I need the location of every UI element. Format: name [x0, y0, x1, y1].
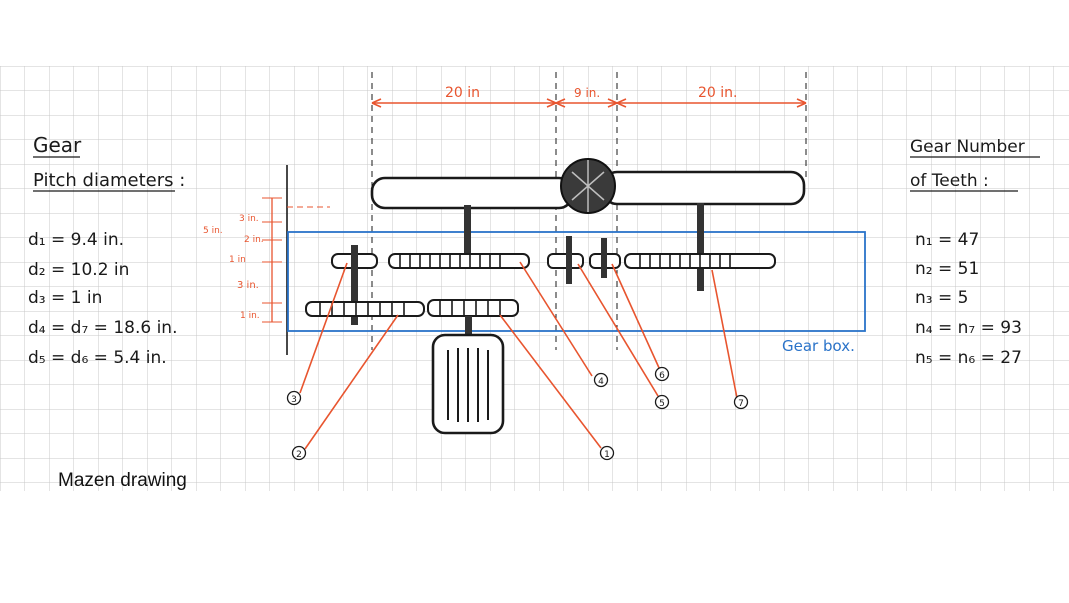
motor-shaft [465, 316, 472, 338]
callout-5: 5 [659, 399, 665, 409]
gear-2 [305, 301, 425, 317]
dim-label-1in-upper: 1 in [229, 255, 246, 265]
teeth-row-n1: n₁ = 47 [915, 230, 979, 250]
top-dimensions: 20 in 9 in. 20 in. [371, 72, 807, 350]
shaft-right-rotor [697, 203, 704, 291]
gearbox-label: Gear box. [782, 337, 855, 355]
shaft-gear-6 [601, 238, 607, 278]
callout-3: 3 [291, 395, 297, 405]
right-title-line1: Gear Number [910, 137, 1025, 157]
teeth-row-n2: n₂ = 51 [915, 259, 979, 279]
rotor-blade-right [602, 170, 806, 206]
dim-label-1in-lower: 1 in. [240, 311, 260, 321]
pitch-row-d5-d6: d₅ = d₆ = 5.4 in. [28, 348, 167, 368]
dim-label-3in-lower: 3 in. [237, 280, 259, 291]
graph-paper-grid [0, 66, 1069, 491]
gear-4 [388, 253, 530, 269]
side-dimensions: 3 in. 2 in. 5 in. 1 in 3 in. 1 in. [203, 165, 330, 355]
gearbox-outline [287, 231, 866, 332]
rotor-assembly [370, 158, 806, 291]
shaft-gear-3 [351, 245, 358, 325]
teeth-number-panel: Gear Number of Teeth : n₁ = 47 n₂ = 51 n… [910, 137, 1040, 368]
callouts: 3 2 4 6 5 7 1 [286, 366, 749, 461]
gear-5 [547, 253, 584, 269]
right-title-line2: of Teeth : [910, 171, 989, 191]
callout-4: 4 [598, 377, 604, 387]
gear-1 [427, 299, 519, 317]
teeth-row-n4-n7: n₄ = n₇ = 93 [915, 318, 1022, 338]
callout-leaders [299, 261, 738, 450]
pitch-row-d2: d₂ = 10.2 in [28, 260, 129, 280]
teeth-row-n3: n₃ = 5 [915, 288, 968, 308]
dim-label-9in: 9 in. [574, 86, 600, 100]
rotor-blade-left [370, 176, 574, 210]
teeth-row-n5-n6: n₅ = n₆ = 27 [915, 348, 1022, 368]
dim-label-3in-top: 3 in. [239, 214, 259, 224]
dim-label-2in: 2 in. [244, 235, 264, 245]
lower-gear-train [305, 299, 519, 338]
motor [431, 333, 505, 435]
dim-label-20in-left: 20 in [445, 85, 480, 101]
callout-7: 7 [738, 399, 744, 409]
callout-2: 2 [296, 450, 302, 460]
callout-6: 6 [659, 371, 665, 381]
pitch-row-d1: d₁ = 9.4 in. [28, 230, 124, 250]
dim-label-20in-right: 20 in. [698, 85, 737, 101]
callout-1: 1 [604, 450, 610, 460]
shaft-left-rotor [464, 205, 471, 260]
left-title-line1: Gear [33, 133, 82, 157]
pitch-row-d4-d7: d₄ = d₇ = 18.6 in. [28, 318, 177, 338]
shaft-gear-5 [566, 236, 572, 284]
pitch-row-d3: d₃ = 1 in [28, 288, 102, 308]
dim-label-5in: 5 in. [203, 226, 223, 236]
drawing-caption: Mazen drawing [58, 470, 187, 491]
upper-gear-train [331, 236, 776, 325]
left-title-line2: Pitch diameters : [33, 170, 185, 191]
pitch-diameters-panel: Gear Pitch diameters : d₁ = 9.4 in. d₂ =… [28, 133, 185, 368]
